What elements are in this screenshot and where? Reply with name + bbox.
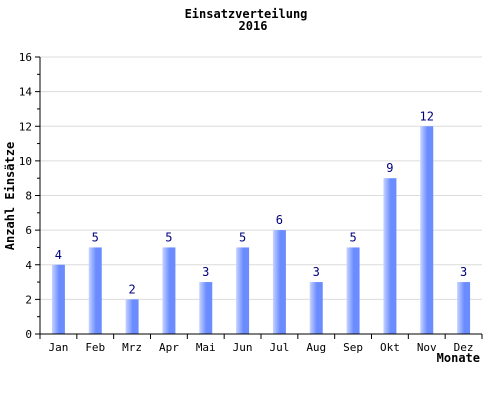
data-label: 6 (276, 213, 283, 227)
data-label: 4 (55, 248, 62, 262)
data-label: 5 (165, 230, 172, 244)
data-label: 5 (92, 230, 99, 244)
x-tick-label: Nov (417, 341, 437, 354)
x-tick-label: Jul (269, 341, 289, 354)
bar-mrz (125, 299, 139, 334)
y-tick-label: 12 (19, 120, 32, 133)
bar-dez (457, 282, 471, 334)
x-tick-label: Okt (380, 341, 400, 354)
x-tick-label: Feb (85, 341, 105, 354)
x-tick-label: Dez (454, 341, 474, 354)
bar-jun (236, 247, 250, 334)
y-tick-label: 6 (25, 224, 32, 237)
data-label: 5 (349, 230, 356, 244)
bar-sep (346, 247, 360, 334)
y-tick-label: 0 (25, 328, 32, 341)
data-label: 2 (128, 282, 135, 296)
y-tick-label: 2 (25, 293, 32, 306)
grid-lines (40, 56, 482, 300)
data-label: 3 (202, 265, 209, 279)
y-tick-labels: 0 2 4 6 8 10 12 14 16 (19, 51, 33, 341)
x-tick-label: Mrz (122, 341, 142, 354)
y-tick-label: 4 (25, 259, 32, 272)
x-tick-label: Mai (196, 341, 216, 354)
chart-subtitle: 2016 (239, 19, 268, 33)
y-tick-label: 10 (19, 155, 32, 168)
data-label: 12 (420, 109, 434, 123)
bar-nov (420, 126, 434, 334)
x-axis-label: Monate (437, 351, 480, 365)
x-tick-label: Jan (48, 341, 68, 354)
chart-title: Einsatzverteilung (185, 7, 308, 21)
x-tick-label: Aug (306, 341, 326, 354)
y-axis-label: Anzahl Einsätze (3, 142, 17, 250)
data-label: 9 (386, 161, 393, 175)
bars (51, 126, 471, 334)
y-tick-label: 8 (25, 190, 32, 203)
bar-apr (162, 247, 176, 334)
data-labels: 4 5 2 5 3 5 6 3 5 9 12 3 (55, 109, 467, 296)
bar-jul (272, 230, 286, 334)
y-tick-label: 16 (19, 51, 32, 64)
bar-aug (309, 282, 323, 334)
bar-okt (383, 178, 397, 334)
axes (35, 56, 483, 339)
x-tick-labels: Jan Feb Mrz Apr Mai Jun Jul Aug Sep Okt Nov Dez (48, 341, 473, 354)
y-tick-label: 14 (19, 86, 33, 99)
data-label: 3 (460, 265, 467, 279)
data-label: 3 (313, 265, 320, 279)
bar-mai (199, 282, 213, 334)
data-label: 5 (239, 230, 246, 244)
bar-feb (88, 247, 102, 334)
x-tick-label: Apr (159, 341, 179, 354)
x-tick-label: Sep (343, 341, 363, 354)
bar-jan (51, 264, 65, 334)
x-tick-label: Jun (233, 341, 253, 354)
